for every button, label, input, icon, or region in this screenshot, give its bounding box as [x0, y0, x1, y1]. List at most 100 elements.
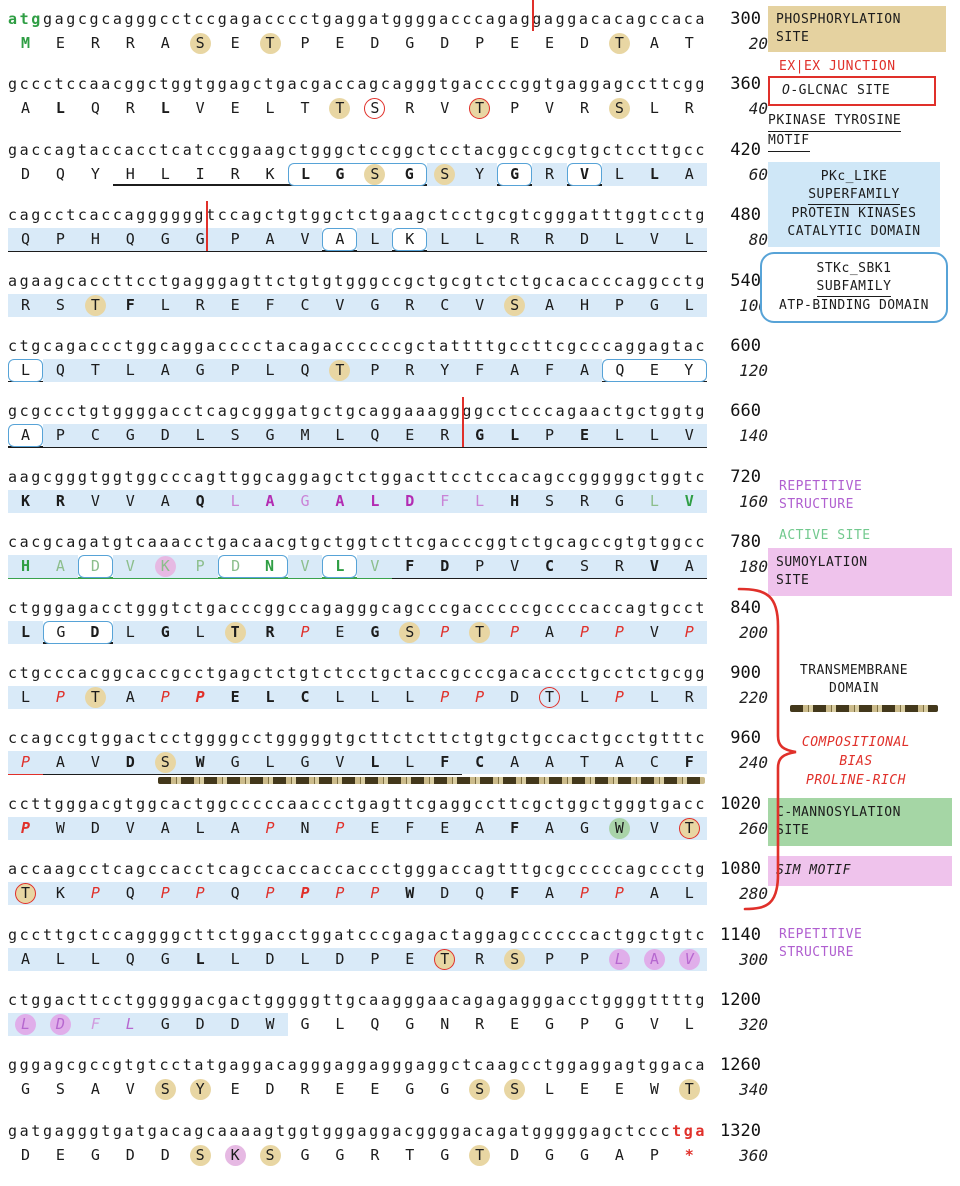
aa-residue: G [252, 424, 288, 448]
aa-residue: L [335, 1015, 345, 1033]
nucleotide-number: 1140 [720, 924, 761, 945]
aa-residue: D [77, 620, 113, 644]
aa-residue: G [300, 1015, 310, 1033]
aa-residue: V [322, 751, 358, 775]
aa-residue: T [77, 359, 113, 382]
aa-residue: L [252, 359, 288, 382]
aa-residue: L [392, 751, 428, 775]
aa-residue: Y [90, 164, 100, 183]
aa-residue: P [601, 293, 637, 317]
aa-residue: E [392, 947, 428, 971]
aa-residue: P [510, 99, 520, 118]
aa-residue: G [405, 1015, 415, 1033]
aa-residue: P [427, 686, 463, 709]
aa-residue: L [601, 162, 637, 186]
dna-sequence-line: ctggacttcctgggggacgactgggggttgcaagggaaca… [8, 991, 708, 1009]
legend-sumoylation-site: SUMOYLATION SITE [768, 548, 952, 596]
aa-residue: R [601, 555, 637, 579]
dna-sequence-line: gaccagtaccacctcatccggaagctgggctccggctcct… [8, 140, 708, 159]
aa-residue: D [20, 164, 30, 183]
aa-residue: P [217, 359, 253, 382]
legend-active-site: ACTIVE SITE [779, 528, 871, 543]
aa-residue: D [160, 1145, 170, 1164]
aa-residue: P [252, 882, 288, 906]
aa-residue: E [357, 816, 393, 840]
aa-residue: L [8, 1013, 43, 1036]
aa-residue: T [672, 1078, 707, 1101]
aa-residue: I [195, 164, 205, 183]
sequence-row: gcgccctgtggggacctcagcgggatgctgcaggaaaggg… [8, 397, 768, 466]
aa-residue: R [475, 1015, 485, 1033]
aa-residue: A [671, 555, 707, 579]
aa-residue: F [77, 1013, 113, 1036]
aa-residue: V [636, 816, 672, 840]
aa-residue: L [252, 751, 288, 775]
aa-residue: D [322, 947, 358, 971]
aa-residue: L [252, 686, 288, 709]
aa-residue: H [125, 164, 135, 183]
aa-residue: A [147, 359, 183, 382]
sequence-row: cagcctcaccaggggggtccagctgtggctctgaagctcc… [8, 201, 768, 270]
aa-number: 200 [739, 622, 768, 642]
aa-residue: E [335, 34, 345, 52]
aa-residue: D [427, 882, 463, 906]
aa-residue: V [462, 293, 498, 317]
nucleotide-number: 960 [730, 728, 761, 749]
aa-residue: A [252, 489, 288, 513]
dna-sequence-line: ccagccgtggactcctggggcctgggggtgcttctcttct… [8, 729, 708, 748]
aa-residue: N [252, 555, 288, 579]
sequence-row: gggagcgccgtgtcctatgaggacagggaggagggaggct… [8, 1054, 768, 1120]
aa-residue: L [182, 620, 218, 644]
aa-residue: L [601, 228, 637, 252]
aa-residue: L [671, 293, 707, 317]
aa-residue: E [427, 816, 463, 840]
nucleotide-number: 600 [730, 336, 761, 356]
aa-residue: V [567, 162, 602, 186]
dna-sequence-line: ctgggagacctgggtctgacccggccagagggcagcccga… [8, 598, 708, 617]
aa-residue: E [510, 1015, 520, 1033]
aa-residue: P [147, 686, 183, 709]
sequence-row: gaccagtaccacctcatccggaagctgggctccggctcct… [8, 139, 768, 205]
aa-residue: E [510, 34, 520, 52]
aa-residue: V [287, 555, 323, 579]
aa-residue: D [125, 1145, 135, 1164]
legend-pkinase-line1: PKINASE TYROSINE [768, 112, 902, 132]
aa-residue: G [147, 1013, 183, 1036]
aa-residue: E [614, 1080, 624, 1099]
aa-residue: P [357, 882, 393, 906]
aa-residue: R [300, 1080, 310, 1099]
aa-residue: S [462, 1078, 497, 1101]
aa-residue: V [125, 1080, 135, 1099]
dna-sequence-line: gatgagggtgatgacagcaaaagtggtgggaggacgggga… [8, 1121, 708, 1140]
nucleotide-number: 780 [730, 532, 761, 553]
aa-residue: R [370, 1145, 380, 1164]
aa-residue: T [322, 97, 357, 120]
aa-residue: Y [462, 162, 498, 186]
aa-residue: C [462, 751, 498, 775]
aa-residue: Q [90, 99, 100, 118]
aa-residue: F [392, 816, 428, 840]
sequence-row: ccttgggacgtggcactggcccccaaccctgagttcgagg… [8, 793, 768, 859]
aa-residue: S [497, 947, 533, 971]
sequence-row: agaagcaccttcctgagggagttctgtgtgggccgctgcg… [8, 270, 768, 336]
aa-number: 80 [748, 230, 768, 250]
aa-residue: L [649, 99, 659, 118]
aa-residue: A [20, 99, 30, 118]
aa-residue: L [636, 686, 672, 709]
aa-residue: A [112, 686, 148, 709]
aa-residue: T [217, 620, 253, 644]
aa-residue: P [671, 620, 707, 644]
aa-residue: C [287, 686, 323, 709]
aa-residue: Q [217, 882, 253, 906]
aa-residue: R [532, 228, 567, 252]
aa-residue: D [182, 1013, 218, 1036]
aa-residue: L [287, 162, 323, 186]
aa-residue: E [567, 424, 602, 448]
aa-residue: R [684, 99, 694, 118]
aa-residue: S [147, 751, 183, 775]
aa-residue: P [357, 359, 393, 382]
aa-residue: P [579, 1015, 589, 1033]
aa-residue: A [147, 489, 183, 513]
